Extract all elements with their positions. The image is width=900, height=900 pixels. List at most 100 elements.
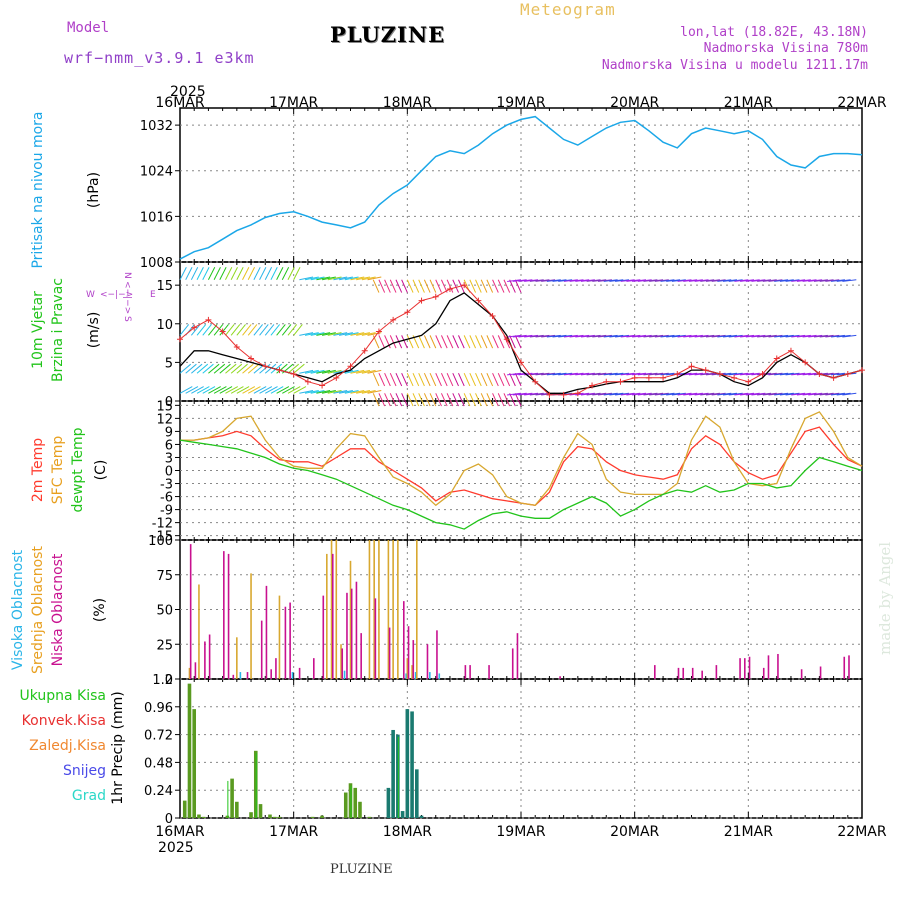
wind-arrow	[683, 279, 698, 282]
wind-arrow	[185, 386, 199, 394]
x-tick-label-top: 18MAR	[383, 95, 432, 111]
wind-arrow	[503, 279, 511, 293]
precip-bar	[268, 814, 272, 818]
gust-marker	[304, 378, 311, 385]
wind-arrow	[745, 392, 760, 396]
wind-arrow	[225, 363, 237, 374]
wind-arrow	[230, 267, 238, 280]
wind-arrow	[529, 279, 544, 282]
wind-arrow	[372, 393, 380, 407]
wind-arrow	[643, 372, 658, 376]
wind-arrow	[569, 279, 584, 282]
wind-arrow	[247, 267, 255, 280]
gust-marker	[418, 297, 425, 304]
wind-arrow	[287, 267, 295, 280]
wind-arrow	[236, 267, 244, 280]
wind-arrow	[395, 372, 403, 387]
gust-marker	[546, 391, 553, 398]
wind-arrow	[230, 324, 241, 336]
wind-arrow	[270, 324, 281, 336]
wind-arrow	[446, 393, 454, 407]
wind-arrow	[688, 372, 703, 376]
wind-arrow	[740, 334, 755, 338]
gust-marker	[574, 390, 581, 397]
precip-bar	[367, 816, 372, 818]
wind-arrow	[757, 334, 772, 338]
precip-bar	[258, 804, 263, 818]
wind-arrow	[723, 334, 738, 338]
wind-arrow	[333, 332, 348, 336]
wind-arrow	[785, 334, 800, 338]
wind-arrow	[779, 372, 794, 376]
wind-arrow	[541, 372, 556, 376]
wind-arrow	[825, 334, 840, 338]
wind-arrow	[728, 372, 743, 376]
wind-arrow	[609, 334, 624, 338]
wind-arrow	[219, 324, 229, 336]
y-tick-label: 1032	[140, 119, 173, 134]
wind-arrow	[429, 372, 437, 387]
wind-arrow	[620, 372, 635, 376]
wind-arrow	[819, 279, 834, 282]
compass-west: W	[86, 290, 95, 300]
model-name: wrf−nmm_v3.9.1 e3km	[64, 49, 255, 67]
wind-arrow	[179, 324, 190, 336]
wind-arrow	[401, 372, 408, 387]
y-tick-label: 15	[156, 399, 173, 414]
wind-arrow	[791, 372, 806, 376]
wind-arrow	[310, 332, 325, 336]
wind-arrow	[270, 267, 278, 280]
wind-arrow	[225, 324, 235, 336]
wind-arrow	[316, 276, 331, 281]
wind-arrow	[649, 334, 664, 338]
gust-marker	[233, 343, 240, 350]
wind-arrow	[446, 335, 454, 349]
precip-bar	[415, 769, 419, 818]
wind-arrow	[597, 392, 612, 396]
wind-arrow	[609, 392, 624, 396]
wind-label-2: Brzina i Pravac	[50, 278, 66, 382]
wind-arrow	[649, 279, 664, 282]
gust-marker	[177, 336, 183, 343]
elevation-label: Nadmorska Visina 780m	[703, 41, 868, 56]
wind-arrow	[836, 392, 851, 396]
wind-arrow	[463, 372, 471, 387]
wind-arrow	[580, 334, 595, 338]
wind-arrow	[512, 334, 527, 338]
wind-arrow	[429, 335, 437, 349]
wind-arrow	[705, 279, 720, 282]
wind-arrow	[440, 335, 448, 349]
wind-arrow	[546, 279, 561, 282]
wind-arrow	[740, 372, 755, 376]
x-tick-label-top: 21MAR	[724, 95, 773, 111]
wind-arrow	[497, 335, 505, 349]
wind-arrow	[694, 279, 709, 282]
wind-arrow	[791, 334, 806, 338]
gust-marker	[617, 378, 624, 385]
wind-arrow	[213, 363, 226, 374]
temp-label-sfc: SFC Temp	[50, 436, 66, 505]
wind-arrow	[361, 276, 376, 281]
wind-arrow	[281, 267, 290, 280]
wind-arrow	[333, 276, 348, 281]
wind-arrow	[350, 369, 365, 374]
wind-arrow	[503, 393, 511, 407]
wind-arrow	[785, 279, 800, 282]
precip-bar	[410, 711, 414, 818]
gust-marker	[560, 391, 567, 398]
wind-arrow	[813, 334, 828, 338]
wind-arrow	[734, 334, 749, 338]
wind-arrow	[321, 332, 336, 336]
wind-arrow	[717, 334, 732, 338]
wind-arrow	[435, 279, 442, 293]
wind-arrow	[597, 279, 612, 282]
wind-arrow	[469, 393, 477, 407]
wind-arrow	[384, 335, 391, 349]
wind-arrow	[819, 334, 834, 338]
wind-arrow	[774, 372, 789, 376]
wind-arrow	[654, 334, 669, 338]
gust-marker	[475, 297, 482, 304]
wind-arrow	[666, 279, 681, 282]
wind-arrow	[293, 267, 301, 280]
